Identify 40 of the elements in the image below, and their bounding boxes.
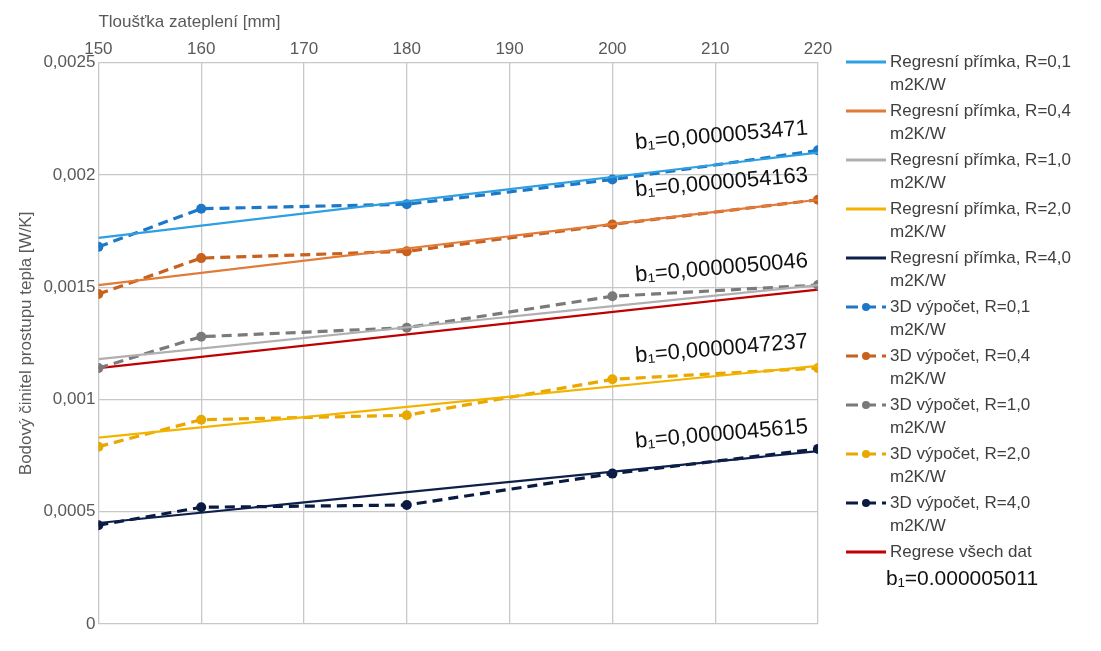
annotation: b₁=0,0000053471 bbox=[634, 114, 809, 155]
legend-label: Regresní přímka, R=2,0 m2K/W bbox=[890, 198, 1072, 243]
y-tick-label: 0,002 bbox=[52, 164, 96, 184]
point bbox=[196, 502, 207, 513]
point bbox=[196, 331, 207, 342]
legend-label: Regresní přímka, R=1,0 m2K/W bbox=[890, 149, 1072, 194]
legend-label: Regresní přímka, R=0,1 m2K/W bbox=[890, 51, 1072, 96]
x-axis-title: Tloušťka zateplení [mm] bbox=[98, 11, 281, 31]
point bbox=[401, 410, 412, 421]
annotation: b₁=0,0000050046 bbox=[634, 246, 809, 287]
point bbox=[607, 374, 618, 385]
legend-label: 3D výpočet, R=4,0 m2K/W bbox=[890, 492, 1032, 537]
legend-label: Regresní přímka, R=0,4 m2K/W bbox=[890, 100, 1072, 145]
x-tick-label: 160 bbox=[187, 39, 216, 59]
point bbox=[196, 253, 207, 264]
y-axis-title: Bodový činitel prostupu tepla [W/K] bbox=[15, 211, 35, 476]
legend-label: 3D výpočet, R=0,4 m2K/W bbox=[890, 345, 1032, 390]
legend-label: 3D výpočet, R=2,0 m2K/W bbox=[890, 443, 1032, 488]
point bbox=[196, 414, 207, 425]
y-tick-label: 0 bbox=[85, 613, 96, 633]
y-tick-label: 0,0015 bbox=[43, 276, 96, 296]
annotation: b₁=0,0000045615 bbox=[634, 413, 809, 453]
x-tick-label: 190 bbox=[495, 39, 524, 59]
y-tick-label: 0,001 bbox=[52, 389, 96, 409]
legend-label: 3D výpočet, R=1,0 m2K/W bbox=[890, 394, 1032, 439]
legend-label: 3D výpočet, R=0,1 m2K/W bbox=[890, 296, 1032, 341]
x-tick-label: 210 bbox=[701, 39, 730, 59]
legend-label: Regrese všech dat bbox=[890, 541, 1032, 563]
point bbox=[196, 203, 207, 214]
x-tick-label: 180 bbox=[392, 39, 421, 59]
x-tick-label: 170 bbox=[289, 39, 319, 59]
y-tick-label: 0,0005 bbox=[43, 501, 96, 521]
point bbox=[401, 500, 412, 511]
x-tick-label: 220 bbox=[803, 39, 833, 59]
annotation: b₁=0,0000054163 bbox=[634, 161, 809, 202]
point bbox=[607, 291, 618, 302]
annotation: b₁=0,0000047237 bbox=[634, 327, 809, 368]
text: b₁=0.000005011 bbox=[886, 566, 1040, 590]
legend-label: Regresní přímka, R=4,0 m2K/W bbox=[890, 247, 1072, 292]
x-tick-label: 200 bbox=[598, 39, 627, 59]
